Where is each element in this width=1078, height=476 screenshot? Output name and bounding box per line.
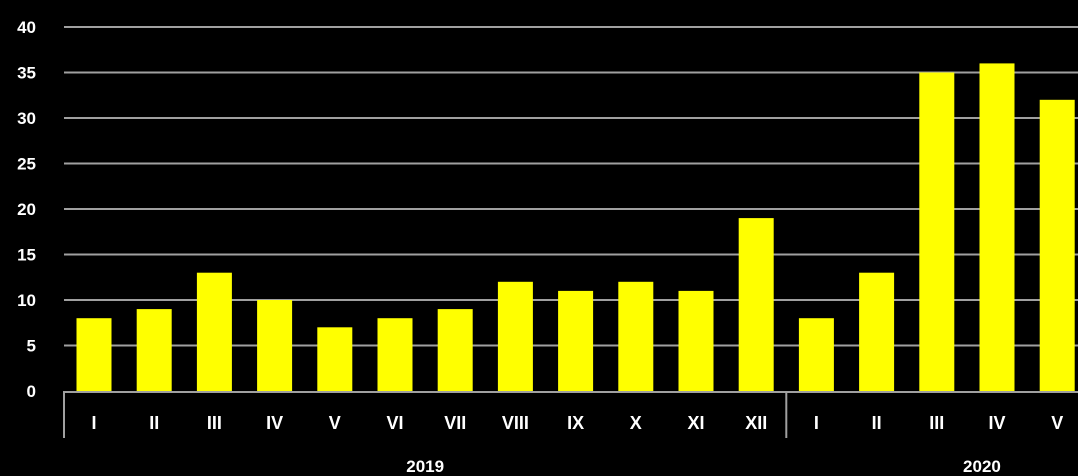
- group-label: 2020: [963, 457, 1001, 476]
- x-tick-label: V: [329, 413, 341, 433]
- bar: [558, 290, 594, 391]
- y-tick-label: 15: [17, 246, 36, 265]
- bar: [497, 281, 533, 391]
- bar: [618, 281, 654, 391]
- bar: [437, 309, 473, 391]
- x-tick-label: XI: [687, 413, 704, 433]
- y-tick-label: 40: [17, 18, 36, 37]
- x-tick-label: II: [872, 413, 882, 433]
- bar: [1039, 99, 1075, 392]
- bar: [678, 290, 714, 391]
- bar: [979, 63, 1015, 392]
- group-label: 2019: [406, 457, 444, 476]
- x-tick-label: VIII: [502, 413, 529, 433]
- x-tick-label: IV: [266, 413, 283, 433]
- y-axis: 0 5 10 15 20 25 30 35 40: [17, 18, 36, 401]
- bar: [377, 318, 413, 391]
- y-tick-label: 25: [17, 155, 36, 174]
- x-tick-label: IV: [988, 413, 1005, 433]
- bar: [317, 327, 353, 391]
- y-tick-label: 20: [17, 200, 36, 219]
- y-tick-label: 30: [17, 109, 36, 128]
- x-tick-label: IX: [567, 413, 584, 433]
- x-tick-label: I: [814, 413, 819, 433]
- y-tick-label: 5: [27, 337, 36, 356]
- x-tick-label: VI: [386, 413, 403, 433]
- y-tick-label: 35: [17, 64, 36, 83]
- x-tick-label: X: [630, 413, 642, 433]
- bar: [257, 300, 293, 391]
- bar: [859, 272, 895, 391]
- bar: [196, 272, 232, 391]
- bar: [919, 72, 955, 391]
- x-tick-label: XII: [745, 413, 767, 433]
- bar: [798, 318, 834, 391]
- bar: [738, 218, 774, 391]
- y-tick-label: 0: [27, 382, 36, 401]
- bar: [76, 318, 112, 391]
- x-tick-label: VII: [444, 413, 466, 433]
- x-tick-label: II: [149, 413, 159, 433]
- year-groups: 2019 2020: [63, 391, 1001, 476]
- x-tick-label: I: [91, 413, 96, 433]
- x-tick-label: III: [929, 413, 944, 433]
- gridlines: [64, 26, 1078, 347]
- x-tick-label: III: [207, 413, 222, 433]
- y-tick-label: 10: [17, 291, 36, 310]
- x-axis: I II III IV V VI VII VIII IX X XI XII I II III IV V: [64, 391, 1078, 433]
- x-tick-label: V: [1051, 413, 1063, 433]
- bars: [76, 63, 1075, 392]
- bar: [136, 309, 172, 391]
